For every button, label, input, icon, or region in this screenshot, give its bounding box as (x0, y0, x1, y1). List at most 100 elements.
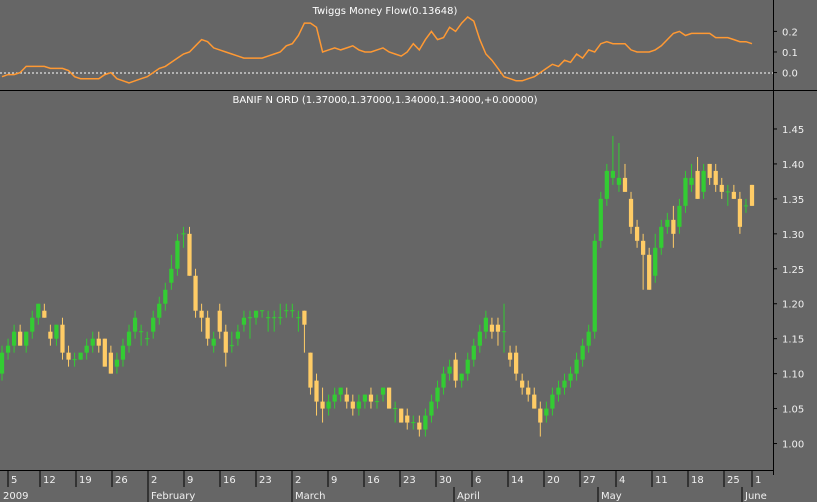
candle-body (96, 338, 101, 346)
candle-body (114, 359, 120, 367)
money-flow-tick-label: 0.0 (782, 69, 798, 80)
candle-body (689, 177, 694, 185)
candle-body (399, 408, 404, 423)
candle-body (532, 394, 537, 409)
candle-body (36, 303, 41, 318)
candle-body (574, 359, 579, 374)
candle-body (0, 352, 5, 374)
x-day-label: 27 (583, 475, 596, 486)
candle-body (151, 317, 156, 332)
x-day-label: 20 (547, 475, 560, 486)
candle-body (126, 331, 132, 346)
price-title: BANIF N ORD (1.37000,1.37000,1.34000,1.3… (232, 95, 537, 106)
candle-body (429, 401, 434, 416)
candle-body (592, 240, 597, 332)
candle-body (24, 331, 29, 346)
candle-body (737, 198, 743, 227)
x-day-label: 5 (11, 475, 17, 486)
candle-body (18, 331, 23, 346)
candle-body (683, 177, 688, 206)
candle-body (344, 394, 349, 402)
candle-body (84, 345, 89, 353)
x-day-label: 12 (43, 475, 56, 486)
candle-body (362, 394, 368, 402)
candle-body (713, 170, 718, 185)
x-day-label: 9 (187, 475, 193, 486)
candle-body (386, 387, 392, 409)
price-tick-label: 1.20 (782, 300, 804, 311)
candle-body (435, 387, 440, 402)
x-day-label: 25 (727, 475, 740, 486)
x-day-label: 9 (331, 475, 337, 486)
candle-body (441, 373, 446, 388)
candle-body (471, 345, 476, 360)
candle-body (66, 352, 71, 360)
candle-body (520, 380, 525, 388)
candle-body (719, 184, 724, 192)
money-flow-panel: Twiggs Money Flow(0.13648) 0.2 0.1 0.0 (0, 6, 798, 84)
candle-body (5, 345, 11, 353)
candle-body (332, 394, 337, 402)
candle-body (157, 303, 162, 318)
candle-body (132, 317, 138, 332)
price-tick-label: 1.35 (782, 195, 804, 206)
candle-body (120, 345, 126, 360)
candle-body (423, 415, 428, 430)
candle-body (513, 352, 519, 374)
candle-body (187, 233, 192, 276)
candle-body (731, 191, 736, 199)
price-tick-label: 1.30 (782, 230, 804, 241)
candle-body (338, 387, 343, 395)
candle-body (48, 331, 53, 339)
x-day-label: 23 (403, 475, 416, 486)
money-flow-tick-label: 0.2 (782, 27, 798, 38)
price-tick-label: 1.45 (782, 125, 804, 136)
candle-body (447, 366, 452, 374)
candle-body (368, 394, 374, 402)
candle-body (707, 163, 712, 178)
candle-body (60, 324, 65, 353)
candle-body (11, 331, 17, 346)
money-flow-title: Twiggs Money Flow(0.13648) (312, 6, 458, 17)
x-day-label: 14 (511, 475, 524, 486)
price-tick-label: 1.05 (782, 405, 804, 416)
candle-body (211, 338, 216, 346)
candle-body (604, 170, 609, 199)
x-axis: 5 12 19 26 2 9 16 23 2 9 16 23 30 6 14 20 27 4 11 18 25 1 2009… (3, 471, 767, 502)
candle-body (54, 324, 59, 339)
candle-body (235, 331, 241, 339)
candle-body (489, 324, 495, 332)
candle-body (562, 380, 567, 388)
candle-body (169, 268, 174, 283)
candle-body (634, 226, 640, 241)
candle-body (350, 401, 355, 409)
candle-body (538, 408, 543, 423)
candle-body (507, 352, 513, 360)
candle-body (356, 401, 361, 409)
candle-body (102, 338, 107, 367)
candle-body (659, 226, 664, 248)
price-tick-label: 1.15 (782, 335, 804, 346)
candle-body (556, 387, 561, 395)
candle-body (90, 338, 95, 346)
candle-body (417, 422, 422, 430)
candle-body (544, 408, 549, 416)
candle-body (677, 205, 682, 227)
x-day-label: 2 (151, 475, 157, 486)
candle-body (108, 352, 113, 374)
x-day-label: 2 (295, 475, 301, 486)
x-day-label: 30 (439, 475, 452, 486)
candle-body (302, 310, 307, 325)
candle-body (598, 198, 603, 241)
candle-body (495, 324, 501, 332)
candle-body (326, 401, 331, 409)
candle-body (568, 373, 573, 381)
x-day-label: 26 (115, 475, 128, 486)
x-day-label: 1 (755, 475, 761, 486)
candle-body (308, 352, 313, 388)
x-month-label: June (744, 491, 767, 502)
candle-body (653, 247, 658, 276)
x-month-label: May (601, 491, 622, 502)
